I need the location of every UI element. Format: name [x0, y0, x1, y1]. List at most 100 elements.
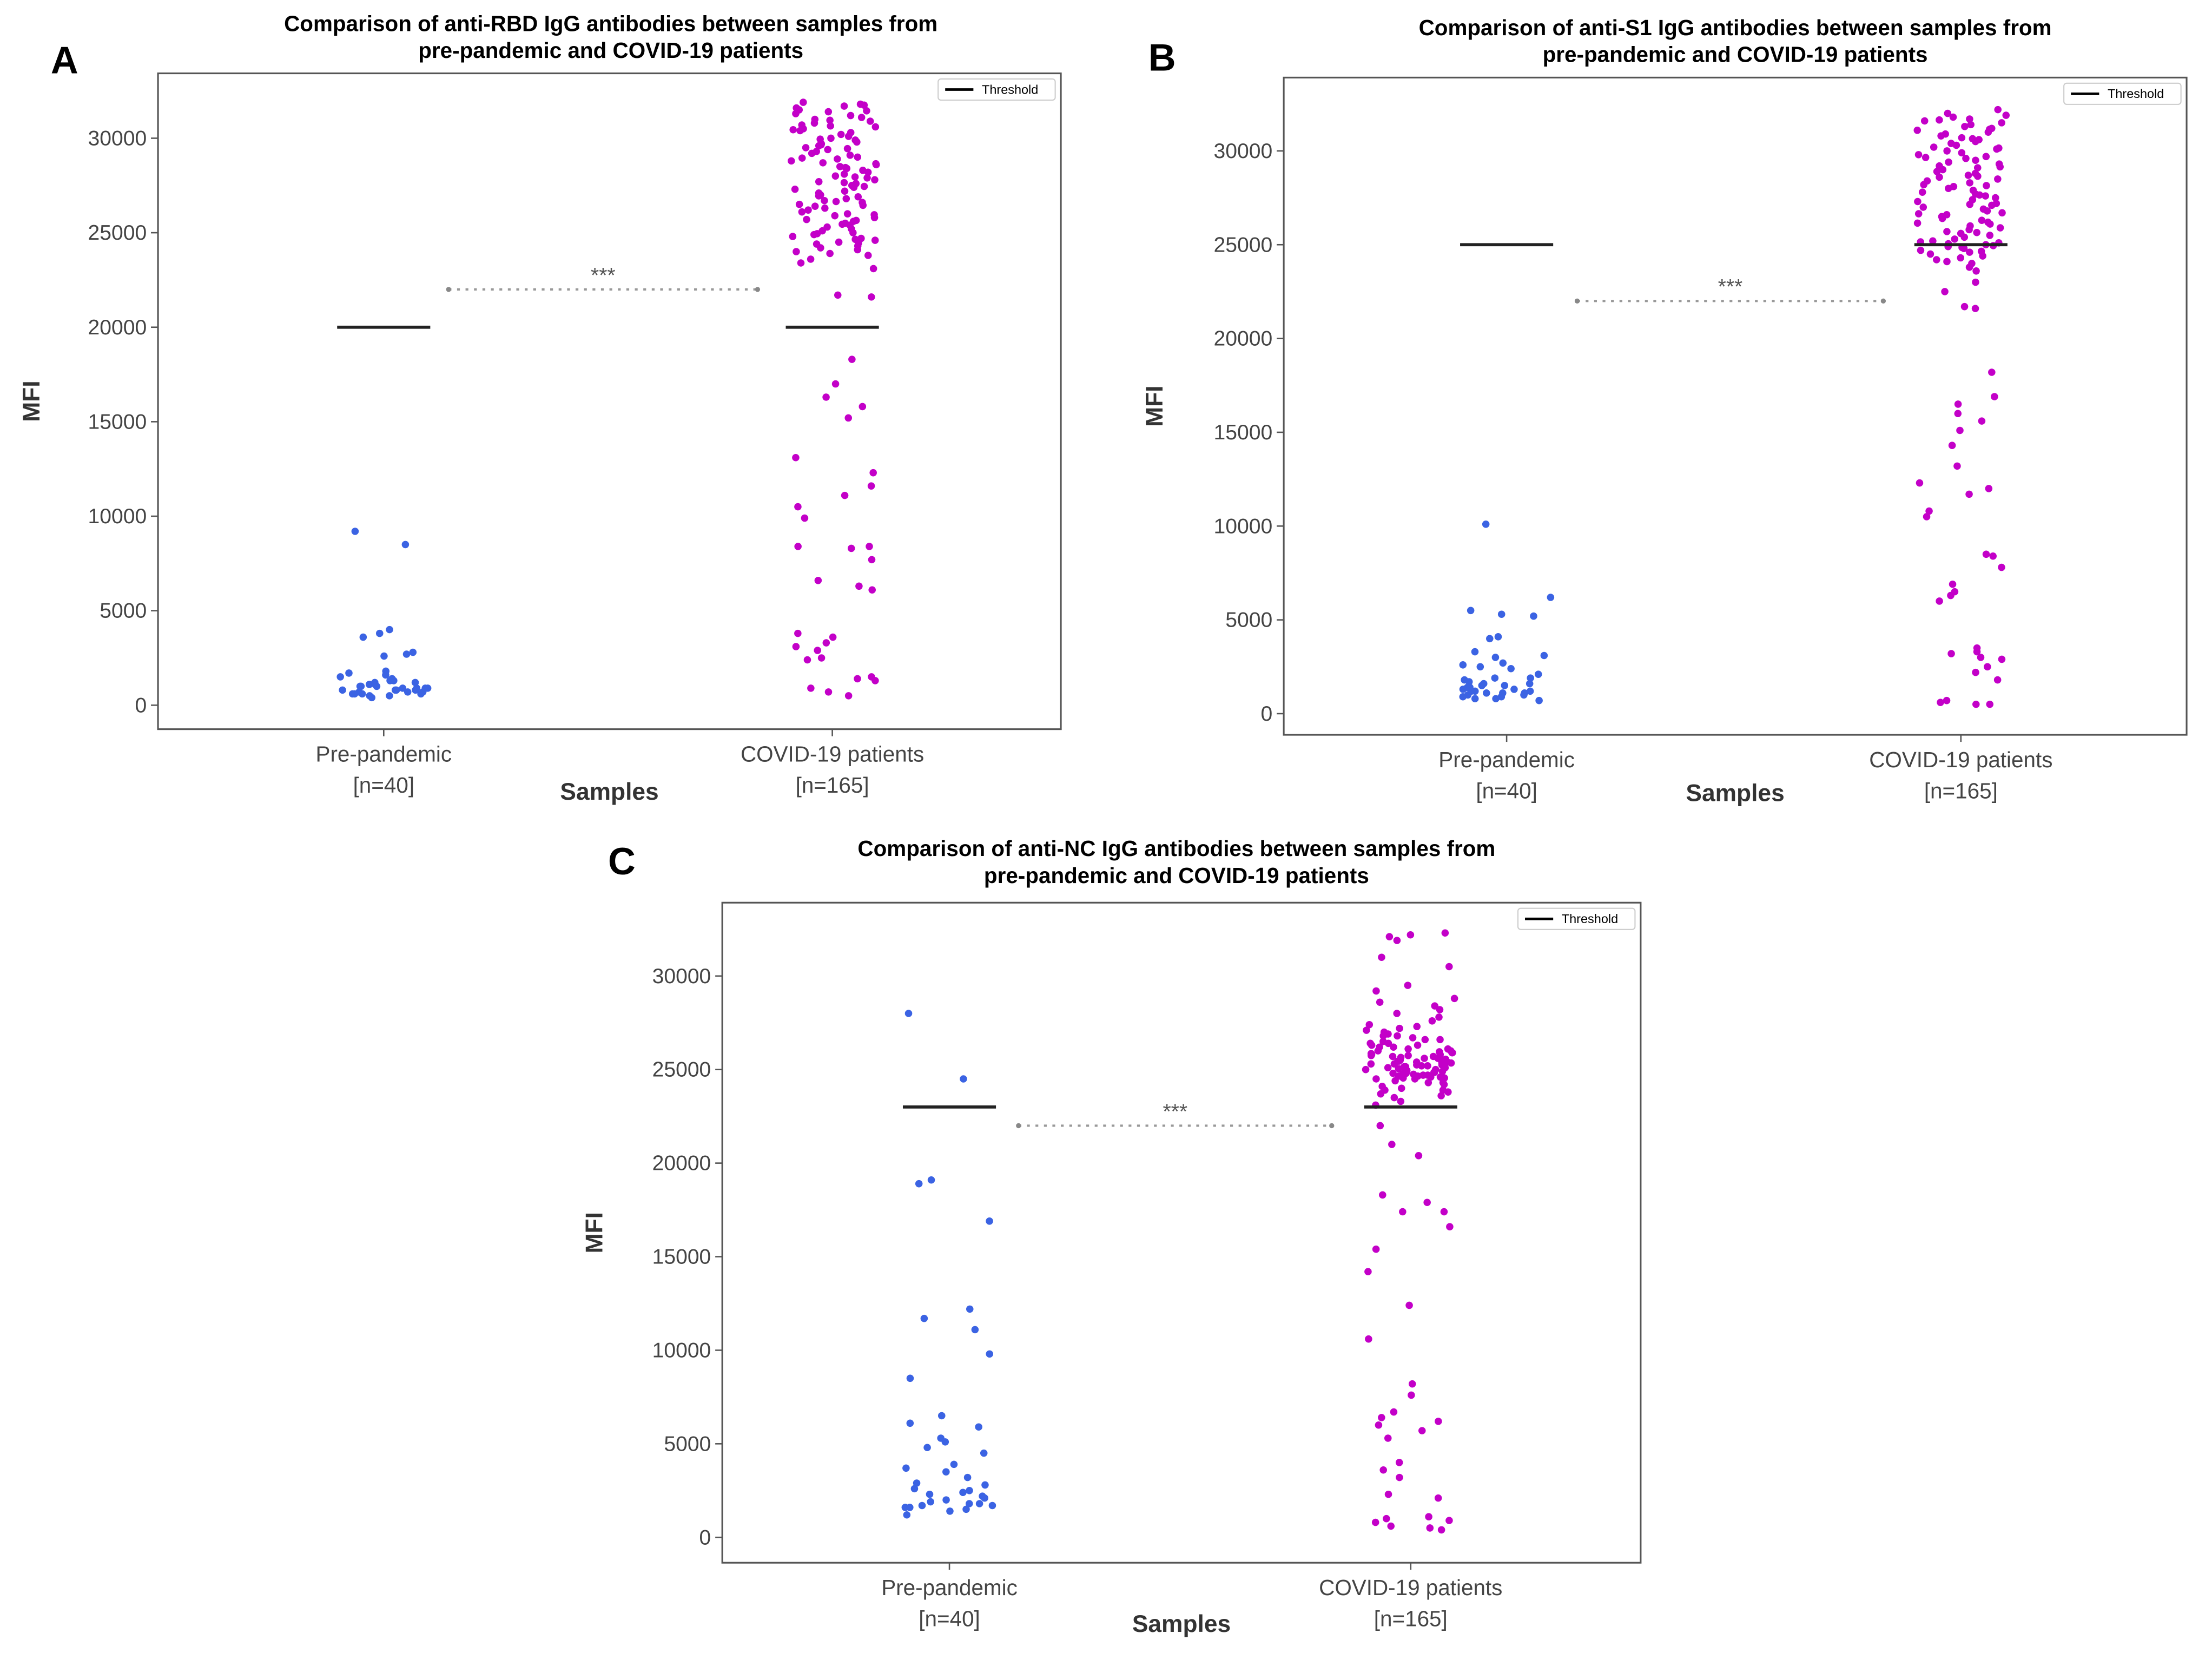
point-covid-19 [1920, 117, 1929, 125]
point-covid-19 [868, 556, 876, 564]
x-tick-label: COVID-19 patients [1869, 747, 2052, 772]
point-covid-19 [854, 193, 862, 201]
point-covid-19 [1379, 1191, 1386, 1199]
point-covid-19 [792, 643, 800, 650]
point-covid-19 [870, 211, 878, 219]
point-covid-19 [1938, 214, 1946, 222]
point-covid-19 [1439, 1086, 1447, 1094]
point-covid-19 [1371, 1518, 1379, 1526]
point-covid-19 [859, 403, 867, 411]
point-covid-19 [852, 216, 860, 225]
point-covid-19 [1978, 216, 1986, 224]
legend-label: Threshold [982, 82, 1038, 96]
point-pre-pandemic [1465, 678, 1473, 686]
point-pre-pandemic [412, 686, 419, 694]
point-covid-19 [1424, 1071, 1431, 1079]
significance-endpoint [1880, 298, 1886, 304]
y-tick-label: 0 [699, 1526, 711, 1549]
point-covid-19 [868, 586, 876, 594]
point-pre-pandemic [971, 1326, 979, 1334]
point-covid-19 [1409, 1034, 1417, 1042]
point-pre-pandemic [386, 677, 394, 684]
point-covid-19 [867, 482, 875, 490]
point-covid-19 [1929, 237, 1937, 245]
point-covid-19 [1372, 1245, 1380, 1253]
y-tick-label: 25000 [652, 1058, 711, 1082]
point-covid-19 [871, 176, 879, 184]
point-covid-19 [1389, 1052, 1397, 1061]
point-covid-19 [1404, 1045, 1412, 1053]
point-covid-19 [854, 153, 862, 161]
point-pre-pandemic [351, 528, 359, 535]
point-covid-19 [1393, 1010, 1401, 1017]
point-pre-pandemic [1540, 651, 1548, 660]
point-covid-19 [1972, 156, 1979, 164]
point-covid-19 [1914, 210, 1923, 218]
point-covid-19 [1972, 278, 1979, 286]
point-covid-19 [1982, 192, 1990, 200]
point-covid-19 [824, 688, 833, 696]
point-pre-pandemic [902, 1464, 910, 1472]
point-covid-19 [1405, 1301, 1413, 1309]
point-covid-19 [1440, 1081, 1448, 1089]
point-covid-19 [1965, 264, 1973, 271]
point-covid-19 [793, 248, 800, 255]
point-covid-19 [848, 355, 856, 363]
point-covid-19 [1394, 1057, 1402, 1065]
point-pre-pandemic [906, 1504, 914, 1511]
point-covid-19 [1376, 1122, 1384, 1130]
point-covid-19 [1994, 175, 2002, 183]
point-pre-pandemic [1497, 610, 1506, 618]
point-covid-19 [821, 204, 829, 212]
point-covid-19 [826, 116, 834, 124]
point-covid-19 [1967, 121, 1975, 129]
significance-endpoint [1574, 298, 1580, 304]
y-tick-label: 5000 [100, 600, 147, 623]
point-covid-19 [1364, 1268, 1372, 1275]
point-covid-19 [843, 210, 851, 218]
point-covid-19 [1936, 116, 1943, 124]
point-covid-19 [1966, 179, 1973, 187]
point-covid-19 [1943, 696, 1951, 704]
point-covid-19 [850, 183, 858, 192]
significance-label: *** [591, 264, 616, 287]
point-covid-19 [844, 133, 853, 140]
point-covid-19 [1368, 1041, 1376, 1049]
point-pre-pandemic [375, 629, 384, 637]
point-covid-19 [1933, 256, 1940, 264]
point-covid-19 [868, 293, 875, 301]
point-pre-pandemic [965, 1500, 973, 1507]
point-covid-19 [1956, 426, 1964, 434]
point-pre-pandemic [920, 1314, 928, 1322]
point-covid-19 [1379, 1466, 1387, 1474]
point-covid-19 [801, 514, 809, 522]
point-covid-19 [798, 208, 806, 216]
point-pre-pandemic [927, 1176, 935, 1184]
point-covid-19 [807, 255, 815, 263]
point-covid-19 [1418, 1427, 1426, 1434]
point-pre-pandemic [988, 1501, 996, 1510]
point-covid-19 [1447, 1059, 1455, 1067]
point-pre-pandemic [1535, 696, 1543, 704]
point-covid-19 [1431, 1002, 1439, 1010]
point-covid-19 [1387, 1522, 1395, 1530]
point-covid-19 [1920, 181, 1927, 189]
y-tick-label: 0 [135, 694, 147, 717]
point-covid-19 [1450, 995, 1458, 1003]
point-covid-19 [849, 229, 857, 236]
point-covid-19 [827, 134, 835, 142]
point-covid-19 [1434, 1494, 1442, 1502]
point-covid-19 [816, 135, 824, 143]
y-tick-label: 30000 [1213, 140, 1272, 163]
point-pre-pandemic [358, 690, 366, 698]
y-tick-label: 25000 [88, 221, 147, 245]
point-pre-pandemic [1510, 686, 1518, 693]
point-covid-19 [831, 380, 840, 388]
point-covid-19 [807, 684, 815, 692]
point-pre-pandemic [960, 1075, 967, 1083]
point-pre-pandemic [959, 1489, 967, 1497]
point-covid-19 [831, 172, 840, 180]
point-pre-pandemic [351, 690, 359, 698]
point-covid-19 [1914, 197, 1922, 206]
point-covid-19 [1384, 1434, 1392, 1442]
